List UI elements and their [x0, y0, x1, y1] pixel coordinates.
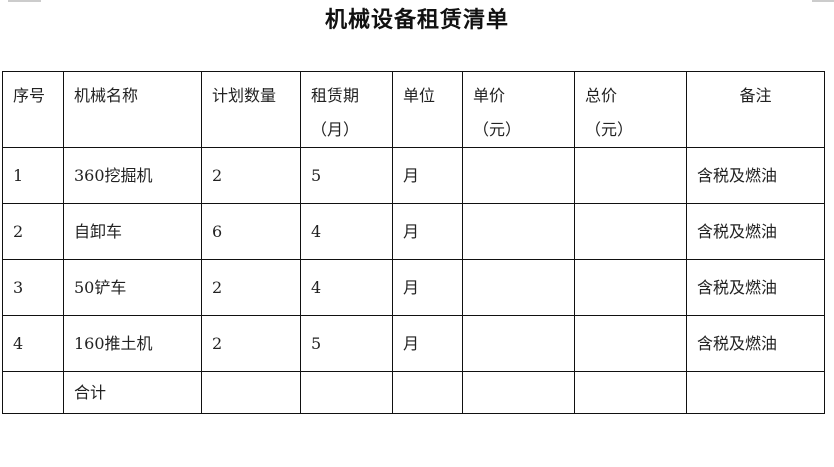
- column-header: 备注: [686, 71, 825, 148]
- table-cell: 4: [300, 259, 393, 316]
- column-header-line1: 机械名称: [74, 86, 139, 105]
- table-cell: 月: [392, 147, 463, 204]
- column-header: 租赁期 （月）: [300, 71, 393, 148]
- table-cell: 5: [300, 315, 393, 372]
- table-cell: [201, 371, 301, 414]
- table-cell: 4: [300, 203, 393, 260]
- table-cell: 4: [2, 315, 64, 372]
- table-cell: 3: [2, 259, 64, 316]
- table-cell: 月: [392, 315, 463, 372]
- column-header-line1: 单位: [403, 86, 436, 105]
- table-cell: 5: [300, 147, 393, 204]
- table-row: 4 160推土机 2 5 月 含税及燃油: [2, 315, 825, 372]
- table-cell: [574, 315, 687, 372]
- column-header-line2: （月）: [311, 120, 360, 139]
- table-cell: 含税及燃油: [686, 203, 825, 260]
- crop-mark-left: [8, 0, 41, 2]
- column-header-line2: （元）: [473, 120, 522, 139]
- table-cell: [462, 259, 575, 316]
- table-cell: 1: [2, 147, 64, 204]
- column-header-line2: （元）: [585, 120, 634, 139]
- table-cell: 50铲车: [63, 259, 202, 316]
- crop-mark-right: [812, 0, 834, 2]
- table-cell: [462, 147, 575, 204]
- table-cell: [300, 371, 393, 414]
- total-row: 合计: [2, 371, 825, 414]
- table-cell: 含税及燃油: [686, 147, 825, 204]
- table-cell: [462, 203, 575, 260]
- table-cell: [574, 203, 687, 260]
- column-header-line1: 总价: [585, 86, 618, 105]
- total-label: 合计: [63, 371, 202, 414]
- table-cell: [574, 147, 687, 204]
- column-header-line1: 序号: [13, 86, 46, 105]
- table-header-row: 序号 机械名称 计划数量 租赁期 （月） 单位 单价 （元） 总价 （元） 备注: [2, 71, 825, 148]
- column-header: 序号: [2, 71, 64, 148]
- column-header-line1: 单价: [473, 86, 506, 105]
- table-cell: 自卸车: [63, 203, 202, 260]
- column-header: 总价 （元）: [574, 71, 687, 148]
- table-cell: 月: [392, 203, 463, 260]
- table-cell: [574, 371, 687, 414]
- table-cell: 160推土机: [63, 315, 202, 372]
- table-cell: 含税及燃油: [686, 259, 825, 316]
- equipment-rental-table: 序号 机械名称 计划数量 租赁期 （月） 单位 单价 （元） 总价 （元） 备注 1 360挖掘机 2 5…: [2, 71, 825, 414]
- table-cell: 2: [201, 315, 301, 372]
- column-header: 机械名称: [63, 71, 202, 148]
- table-cell: [462, 371, 575, 414]
- table-cell: [574, 259, 687, 316]
- table-cell: [686, 371, 825, 414]
- table-cell: [392, 371, 463, 414]
- table-cell: 月: [392, 259, 463, 316]
- table-cell: 6: [201, 203, 301, 260]
- table-row: 2 自卸车 6 4 月 含税及燃油: [2, 203, 825, 260]
- column-header-line1: 计划数量: [212, 86, 277, 105]
- table-cell: [462, 315, 575, 372]
- column-header: 单价 （元）: [462, 71, 575, 148]
- column-header-line1: 备注: [739, 86, 772, 105]
- table-row: 3 50铲车 2 4 月 含税及燃油: [2, 259, 825, 316]
- table-cell: 360挖掘机: [63, 147, 202, 204]
- table-row: 1 360挖掘机 2 5 月 含税及燃油: [2, 147, 825, 204]
- table-cell: [2, 371, 64, 414]
- table-cell: 2: [201, 147, 301, 204]
- table-cell: 含税及燃油: [686, 315, 825, 372]
- document-title: 机械设备租赁清单: [324, 7, 509, 33]
- column-header-line1: 租赁期: [311, 86, 360, 105]
- table-cell: 2: [201, 259, 301, 316]
- table-cell: 2: [2, 203, 64, 260]
- column-header: 计划数量: [201, 71, 301, 148]
- column-header: 单位: [392, 71, 463, 148]
